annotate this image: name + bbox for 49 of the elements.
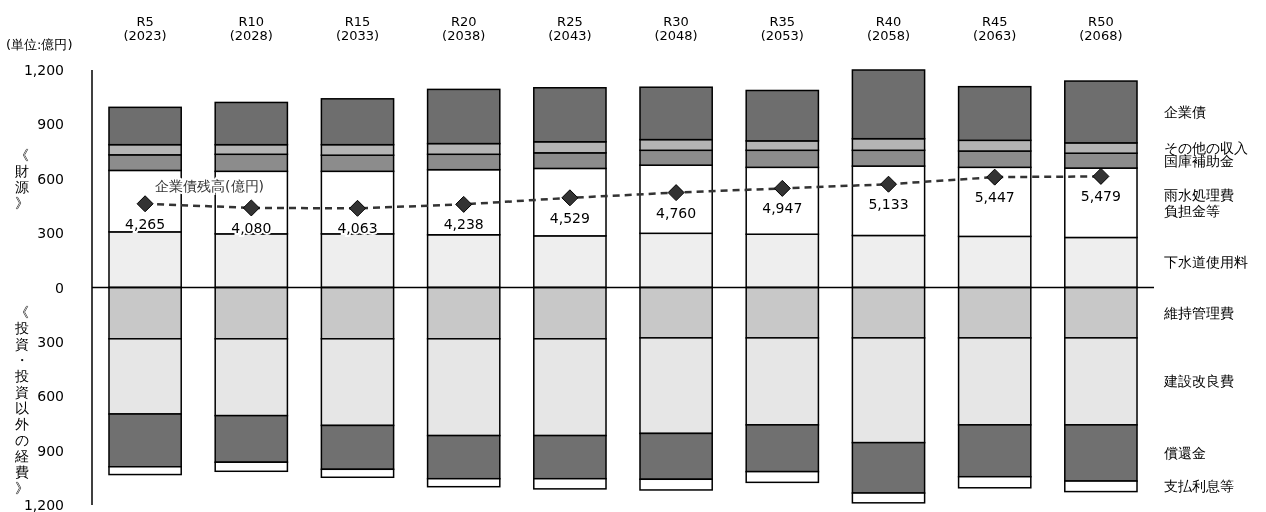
y-tick-label: 300 xyxy=(37,333,64,350)
text: 《投資・投資以外の経費》 xyxy=(15,303,29,496)
data-label: 4,080 xyxy=(231,219,272,236)
x-tick-label: R15 (2033) xyxy=(335,13,380,43)
y-tick-label: 0 xyxy=(55,279,64,296)
point xyxy=(986,168,1004,186)
x-tick-label: R30 (2048) xyxy=(654,13,698,43)
y-axis-title: 《財源》 xyxy=(15,146,29,211)
x-tick-label: R25 (2043) xyxy=(548,13,592,43)
series-label: 雨水処理費負担金等 xyxy=(1164,186,1234,219)
x-tick-label: R40 (2058) xyxy=(866,13,911,43)
y-tick-label: 600 xyxy=(37,388,64,405)
series-label: 償還金 xyxy=(1164,444,1206,461)
data-label: 5,133 xyxy=(868,196,909,213)
x-tick-label: R35 (2053) xyxy=(760,13,804,43)
x-tick-label: R45 (2063) xyxy=(973,13,1017,43)
y-tick-label: 300 xyxy=(37,225,64,242)
y-tick-label: 900 xyxy=(37,116,64,133)
series-label: 維持管理費 xyxy=(1163,304,1234,321)
text: (単位:億円) xyxy=(6,36,73,52)
point xyxy=(136,195,154,213)
series-label: 下水道使用料 xyxy=(1164,254,1248,271)
data-label: 4,947 xyxy=(762,200,803,217)
point xyxy=(455,195,473,213)
point xyxy=(773,179,791,197)
point xyxy=(349,199,366,217)
point xyxy=(242,199,260,217)
data-label: 4,760 xyxy=(656,204,697,221)
y-tick-label: 1,200 xyxy=(23,62,64,78)
series-label: 建設改良費 xyxy=(1163,373,1234,390)
data-label: 5,479 xyxy=(1080,188,1121,205)
point xyxy=(561,189,579,207)
data-label: 5,447 xyxy=(974,189,1015,206)
point xyxy=(667,184,685,202)
series-label: 支払利息等 xyxy=(1164,478,1234,495)
x-tick-label: R10 (2028) xyxy=(229,13,273,43)
data-label: 4,238 xyxy=(443,216,484,233)
series-label: 企業債 xyxy=(1164,103,1206,120)
x-tick-label: R50 (2068) xyxy=(1079,13,1123,43)
point xyxy=(880,175,897,193)
point xyxy=(1092,167,1110,185)
x-tick-label: R5 (2023) xyxy=(123,13,167,43)
y-tick-label: 1,200 xyxy=(23,497,64,512)
y-tick-label: 600 xyxy=(37,170,64,187)
x-tick-label: R20 (2038) xyxy=(442,13,486,43)
data-label: 4,529 xyxy=(549,209,590,226)
y-tick-label: 900 xyxy=(37,442,64,459)
data-label: 4,265 xyxy=(125,215,166,232)
data-label: 4,063 xyxy=(337,220,378,237)
